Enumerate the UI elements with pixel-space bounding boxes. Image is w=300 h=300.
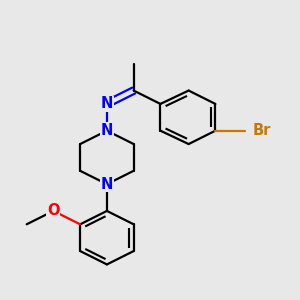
Text: N: N: [101, 123, 113, 138]
Text: N: N: [101, 96, 113, 111]
Text: N: N: [101, 177, 113, 192]
Text: O: O: [47, 203, 60, 218]
Text: Br: Br: [253, 123, 271, 138]
